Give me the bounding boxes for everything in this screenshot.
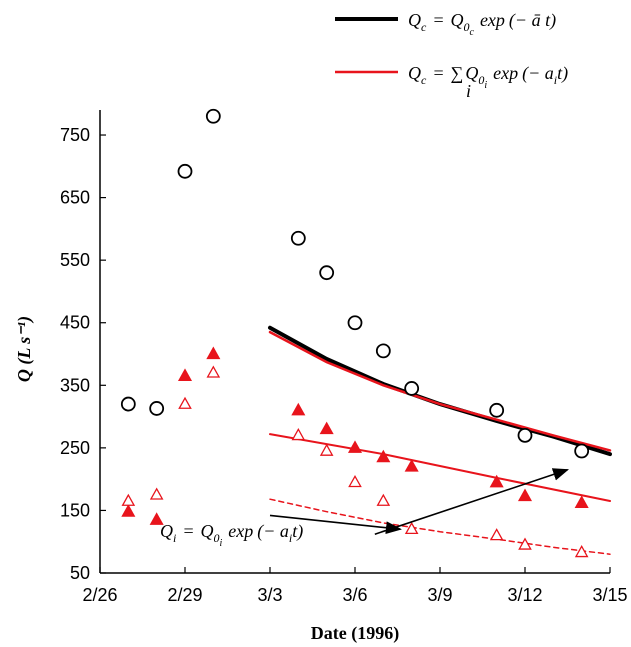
equation-legend: Qc = Q0cexp (− ā t) Qc = ∑ Q0iexp (− ait) i — [335, 10, 568, 101]
x-tick-label: 3/6 — [342, 585, 367, 605]
y-tick-label: 50 — [70, 563, 90, 583]
point-combined-flow — [375, 343, 391, 359]
point-sinti — [149, 512, 164, 525]
annotation-arrow-1 — [374, 468, 570, 535]
x-tick-label: 3/12 — [507, 585, 542, 605]
point-combined-flow — [319, 265, 335, 281]
point-combined-flow — [347, 315, 363, 331]
y-tick-label: 650 — [60, 188, 90, 208]
point-sinti — [319, 421, 334, 435]
y-tick-label: 750 — [60, 125, 90, 145]
point-combined-flow — [404, 381, 420, 396]
point-tinubdan — [376, 493, 391, 506]
point-combined-flow — [290, 230, 306, 246]
y-tick-label: 350 — [60, 375, 90, 395]
axes — [99, 110, 610, 574]
point-tinubdan — [178, 396, 192, 409]
x-axis-label: Date (1996) — [311, 623, 399, 644]
y-tick-label: 150 — [60, 500, 90, 520]
point-sinti — [177, 368, 193, 381]
x-tick-label: 3/3 — [257, 585, 282, 605]
point-sinti — [291, 402, 306, 416]
point-combined-flow — [149, 401, 165, 416]
point-tinubdan — [404, 521, 419, 535]
point-tinubdan — [574, 545, 589, 558]
equation-1: Qc = Q0cexp (− ā t) — [408, 10, 556, 38]
y-axis-label: Q (L s⁻¹) — [14, 316, 35, 382]
point-tinubdan — [206, 365, 221, 378]
x-tick-label: 2/26 — [82, 585, 117, 605]
point-combined-flow — [177, 163, 193, 179]
annotation — [269, 468, 570, 535]
point-sinti — [121, 504, 136, 517]
annotation-arrow-2 — [269, 514, 402, 535]
fit-line-tinubdan — [269, 498, 611, 555]
point-tinubdan — [489, 528, 504, 541]
point-combined-flow — [489, 402, 505, 418]
point-sinti — [376, 449, 391, 463]
x-tick-label: 2/29 — [167, 585, 202, 605]
point-sinti — [404, 459, 419, 472]
data-points — [120, 108, 590, 558]
fit-line-black — [268, 325, 612, 457]
point-sinti — [206, 346, 221, 360]
fit-line-sinti — [269, 433, 611, 502]
y-ticks: 50 150 250 350 450 550 650 750 — [60, 125, 106, 583]
equation-3: Qi=Q0iexp(− ait) Combined FlowSintiTinub… — [160, 521, 303, 549]
point-combined-flow — [574, 443, 590, 459]
x-tick-label: 3/9 — [427, 585, 452, 605]
point-combined-flow — [205, 108, 221, 124]
y-tick-label: 250 — [60, 438, 90, 458]
point-combined-flow — [120, 396, 136, 412]
point-tinubdan — [291, 428, 306, 441]
x-ticks: 2/26 2/29 3/3 3/6 3/9 3/12 3/15 — [82, 567, 628, 605]
point-tinubdan — [149, 487, 164, 500]
point-tinubdan — [518, 537, 532, 550]
point-sinti — [489, 474, 504, 488]
point-tinubdan — [121, 493, 136, 506]
point-tinubdan — [348, 474, 362, 488]
point-sinti — [347, 440, 363, 453]
y-tick-label: 450 — [60, 313, 90, 333]
equation-2: Qc = ∑ Q0iexp (− ait) — [408, 63, 568, 91]
point-sinti — [517, 488, 533, 502]
point-tinubdan — [319, 443, 334, 456]
fit-line-red — [268, 330, 612, 452]
x-tick-label: 3/15 — [592, 585, 627, 605]
point-sinti — [574, 495, 589, 508]
y-tick-label: 550 — [60, 250, 90, 270]
sum-index: i — [466, 81, 471, 101]
point-combined-flow — [517, 427, 533, 443]
